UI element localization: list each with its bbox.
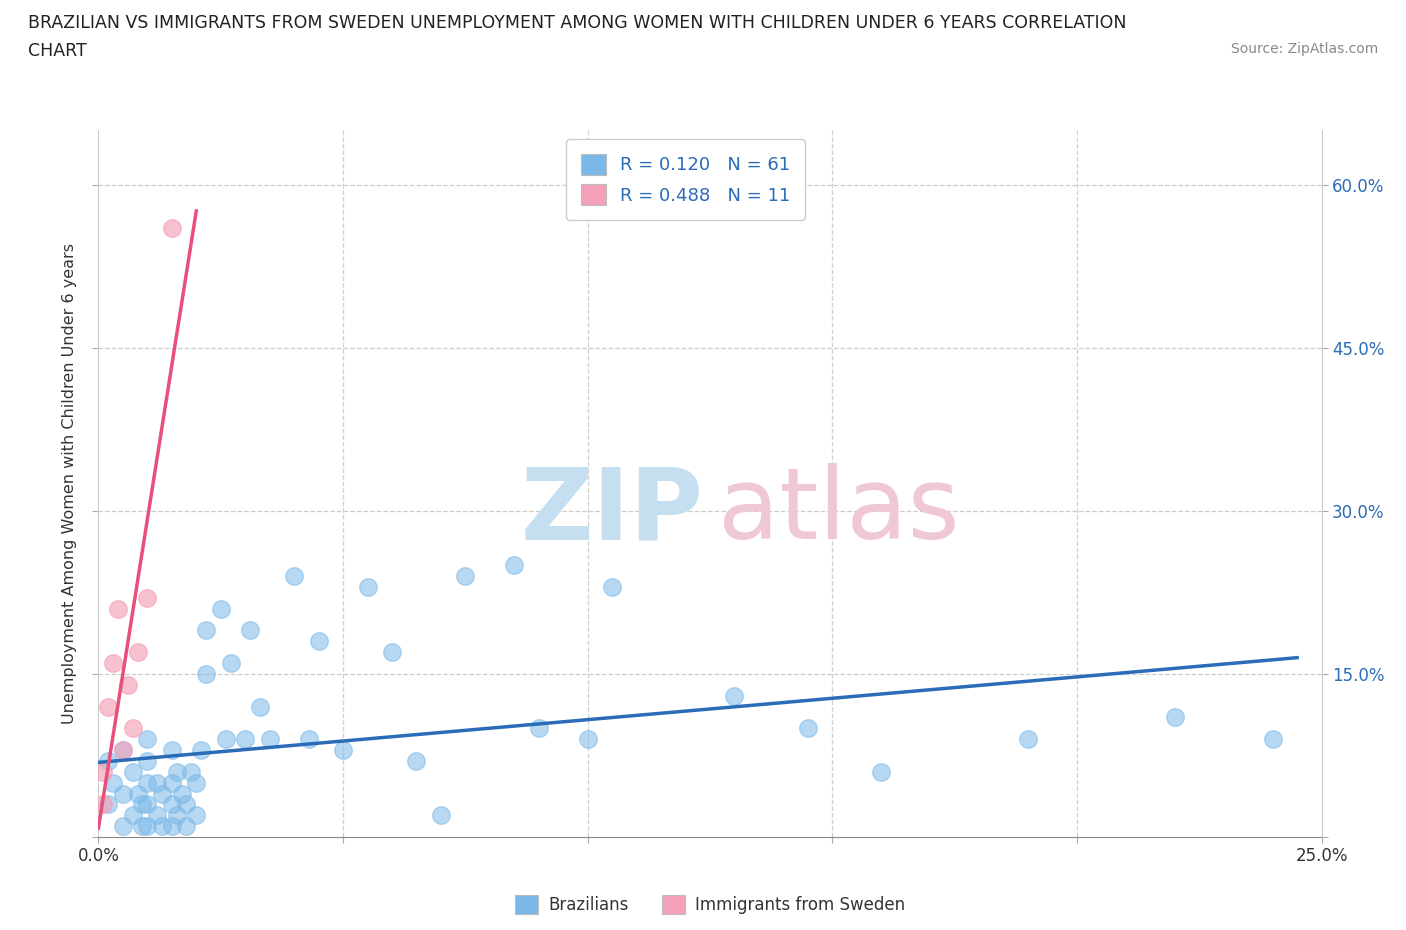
Point <box>150 818 173 833</box>
Point <box>127 786 149 801</box>
Point <box>136 753 159 768</box>
Point <box>381 644 404 659</box>
Point <box>97 753 120 768</box>
Point <box>160 797 183 812</box>
Point <box>430 808 453 823</box>
Point <box>97 699 120 714</box>
Point <box>91 764 114 779</box>
Point <box>107 601 129 616</box>
Point <box>111 786 134 801</box>
Point <box>136 797 159 812</box>
Point <box>186 776 208 790</box>
Y-axis label: Unemployment Among Women with Children Under 6 years: Unemployment Among Women with Children U… <box>62 243 77 724</box>
Point <box>121 764 143 779</box>
Point <box>797 721 820 736</box>
Point <box>405 753 427 768</box>
Point <box>298 732 321 747</box>
Point <box>160 220 183 235</box>
Point <box>219 656 242 671</box>
Point <box>160 776 183 790</box>
Point <box>111 742 134 757</box>
Point <box>111 742 134 757</box>
Text: BRAZILIAN VS IMMIGRANTS FROM SWEDEN UNEMPLOYMENT AMONG WOMEN WITH CHILDREN UNDER: BRAZILIAN VS IMMIGRANTS FROM SWEDEN UNEM… <box>28 14 1126 32</box>
Point <box>136 776 159 790</box>
Text: atlas: atlas <box>717 463 959 561</box>
Point <box>131 797 153 812</box>
Point <box>121 808 143 823</box>
Point <box>166 764 188 779</box>
Legend: Brazilians, Immigrants from Sweden: Brazilians, Immigrants from Sweden <box>502 882 918 927</box>
Point <box>146 808 169 823</box>
Point <box>527 721 550 736</box>
Text: CHART: CHART <box>28 42 87 60</box>
Point <box>186 808 208 823</box>
Point <box>239 623 262 638</box>
Point <box>1261 732 1284 747</box>
Point <box>454 568 477 583</box>
Point <box>356 579 378 594</box>
Point <box>233 732 256 747</box>
Point <box>160 818 183 833</box>
Point <box>101 656 124 671</box>
Point <box>1164 710 1187 724</box>
Point <box>146 776 169 790</box>
Point <box>195 667 218 682</box>
Point <box>308 634 330 649</box>
Point <box>870 764 893 779</box>
Text: Source: ZipAtlas.com: Source: ZipAtlas.com <box>1230 42 1378 56</box>
Point <box>176 797 198 812</box>
Point <box>214 732 236 747</box>
Point <box>190 742 212 757</box>
Point <box>723 688 745 703</box>
Point <box>91 797 114 812</box>
Point <box>121 721 143 736</box>
Point <box>136 818 159 833</box>
Point <box>503 558 526 573</box>
Point <box>136 732 159 747</box>
Point <box>1017 732 1039 747</box>
Point <box>166 808 188 823</box>
Point <box>283 568 305 583</box>
Point <box>97 797 120 812</box>
Point <box>160 742 183 757</box>
Point <box>180 764 202 779</box>
Text: ZIP: ZIP <box>520 463 703 561</box>
Point <box>136 591 159 605</box>
Point <box>332 742 354 757</box>
Point <box>131 818 153 833</box>
Point <box>150 786 173 801</box>
Point <box>209 601 232 616</box>
Point <box>170 786 193 801</box>
Point <box>176 818 198 833</box>
Point <box>101 776 124 790</box>
Point <box>600 579 623 594</box>
Point <box>127 644 149 659</box>
Point <box>249 699 271 714</box>
Point <box>259 732 281 747</box>
Point <box>195 623 218 638</box>
Point <box>117 677 139 692</box>
Point <box>576 732 599 747</box>
Point <box>111 818 134 833</box>
